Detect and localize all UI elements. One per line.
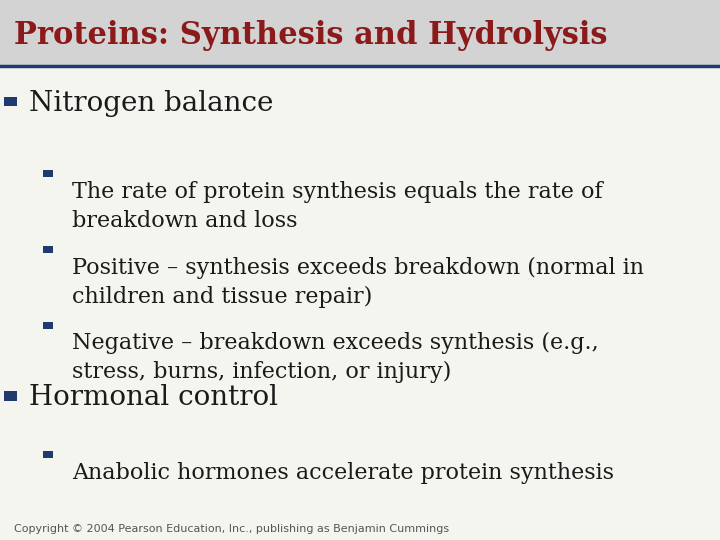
Text: Hormonal control: Hormonal control — [29, 384, 278, 411]
FancyBboxPatch shape — [43, 170, 53, 177]
Text: Anabolic hormones accelerate protein synthesis: Anabolic hormones accelerate protein syn… — [72, 462, 614, 484]
Text: The rate of protein synthesis equals the rate of
breakdown and loss: The rate of protein synthesis equals the… — [72, 181, 603, 232]
FancyBboxPatch shape — [4, 391, 17, 401]
FancyBboxPatch shape — [0, 0, 720, 65]
FancyBboxPatch shape — [43, 246, 53, 253]
Text: Copyright © 2004 Pearson Education, Inc., publishing as Benjamin Cummings: Copyright © 2004 Pearson Education, Inc.… — [14, 523, 449, 534]
Text: Negative – breakdown exceeds synthesis (e.g.,
stress, burns, infection, or injur: Negative – breakdown exceeds synthesis (… — [72, 332, 599, 383]
FancyBboxPatch shape — [43, 321, 53, 328]
FancyBboxPatch shape — [43, 451, 53, 458]
Text: Positive – synthesis exceeds breakdown (normal in
children and tissue repair): Positive – synthesis exceeds breakdown (… — [72, 256, 644, 307]
FancyBboxPatch shape — [4, 97, 17, 106]
Text: Proteins: Synthesis and Hydrolysis: Proteins: Synthesis and Hydrolysis — [14, 19, 608, 51]
Text: Nitrogen balance: Nitrogen balance — [29, 90, 273, 117]
